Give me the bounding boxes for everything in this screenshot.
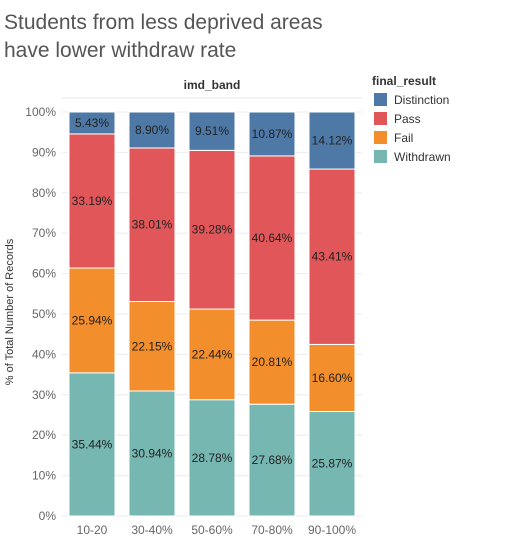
bar-segment-distinction	[188, 111, 236, 151]
x-tick-label: 70-80%	[251, 523, 293, 537]
bar-segment-withdrawn	[68, 372, 116, 517]
data-label: 27.68%	[252, 453, 293, 467]
y-tick-label: 10%	[32, 469, 56, 483]
data-label: 40.64%	[252, 231, 293, 245]
legend-item: Withdrawn	[394, 150, 451, 164]
y-tick-label: 0%	[39, 509, 57, 523]
bar-segment-pass	[188, 149, 236, 310]
bar-segment-fail	[128, 301, 176, 392]
data-label: 25.94%	[72, 313, 113, 327]
legend-swatch	[374, 131, 387, 144]
x-tick-label: 90-100%	[308, 523, 356, 537]
bar-segment-fail	[248, 319, 296, 405]
y-axis-label: % of Total Number of Records	[4, 238, 16, 385]
data-label: 10.87%	[252, 127, 293, 141]
chart-title-line-1: Students from less deprived areas	[4, 11, 323, 34]
data-label: 14.12%	[312, 134, 353, 148]
data-label: 38.01%	[132, 218, 173, 232]
x-tick-label: 30-40%	[131, 523, 173, 537]
data-label: 30.94%	[132, 447, 173, 461]
column-header: imd_band	[184, 78, 241, 92]
data-label: 39.28%	[192, 223, 233, 237]
x-tick-label: 10-20	[77, 523, 108, 537]
y-tick-label: 70%	[32, 226, 56, 240]
bar-segment-withdrawn	[128, 390, 176, 517]
bars: 35.44% 25.94% 33.19% 5.43% 30.94% 22.15% 38.01…	[68, 111, 356, 517]
legend-swatch	[374, 150, 387, 163]
bar-segment-pass	[248, 155, 296, 321]
y-axis-ticks: 0% 10% 20% 30% 40% 50% 60% 70% 80% 90% 100%	[25, 105, 56, 523]
y-tick-label: 90%	[32, 145, 56, 159]
data-label: 16.60%	[312, 371, 353, 385]
legend-item: Distinction	[394, 93, 449, 107]
x-axis-ticks: 10-20 30-40% 50-60% 70-80% 90-100%	[77, 523, 357, 537]
data-label: 22.15%	[132, 339, 173, 353]
y-tick-label: 60%	[32, 267, 56, 281]
legend: final_result Distinction Pass Fail Withdraw…	[372, 74, 451, 164]
bar-segment-distinction	[128, 111, 176, 149]
bar-segment-pass	[128, 147, 176, 303]
data-label: 43.41%	[312, 250, 353, 264]
data-label: 9.51%	[195, 124, 229, 138]
data-label: 35.44%	[72, 437, 113, 451]
legend-title: final_result	[372, 74, 436, 88]
chart-title-line-2: have lower withdraw rate	[4, 39, 236, 62]
bar-segment-distinction	[68, 111, 116, 135]
data-label: 33.19%	[72, 194, 113, 208]
legend-swatch	[374, 112, 387, 125]
bar-segment-pass	[308, 168, 356, 345]
data-label: 22.44%	[192, 347, 233, 361]
bar-segment-withdrawn	[248, 403, 296, 517]
bar-segment-fail	[308, 343, 356, 412]
x-tick-label: 50-60%	[191, 523, 233, 537]
y-tick-label: 80%	[32, 186, 56, 200]
legend-swatch	[374, 93, 387, 106]
y-tick-label: 20%	[32, 428, 56, 442]
bar-segment-fail	[188, 308, 236, 401]
legend-item: Pass	[394, 112, 421, 126]
data-label: 5.43%	[75, 116, 109, 130]
data-label: 20.81%	[252, 355, 293, 369]
data-label: 28.78%	[192, 451, 233, 465]
y-tick-label: 100%	[25, 105, 56, 119]
bar-segment-withdrawn	[188, 399, 236, 517]
y-tick-label: 40%	[32, 347, 56, 361]
data-label: 8.90%	[135, 123, 169, 137]
y-tick-label: 50%	[32, 307, 56, 321]
bar-segment-distinction	[248, 111, 296, 157]
legend-item: Fail	[394, 131, 413, 145]
bar-segment-withdrawn	[308, 410, 356, 517]
bar-segment-distinction	[308, 111, 356, 170]
data-label: 25.87%	[312, 457, 353, 471]
y-tick-label: 30%	[32, 388, 56, 402]
